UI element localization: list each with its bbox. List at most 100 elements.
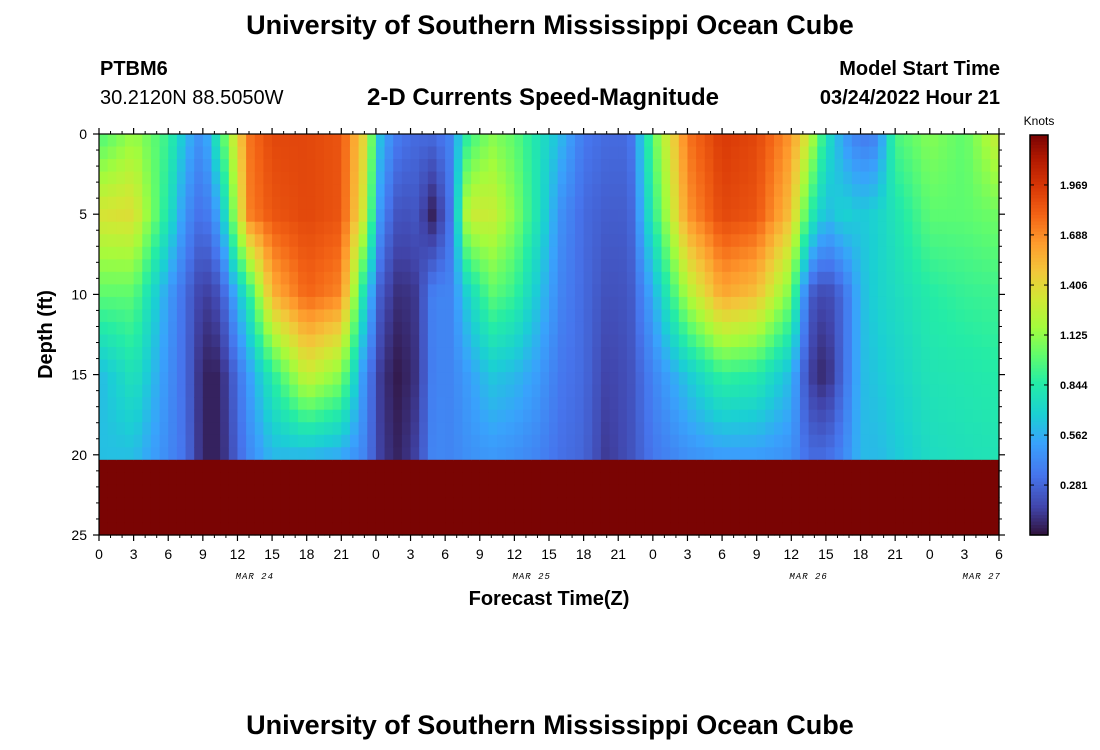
heatmap-cell (990, 509, 1000, 524)
heatmap-cell (332, 159, 342, 173)
heatmap-cell (549, 209, 559, 223)
heatmap-cell (869, 171, 879, 185)
heatmap-cell (678, 196, 689, 210)
heatmap-cell (860, 472, 870, 486)
heatmap-cell (921, 271, 931, 285)
heatmap-cell (358, 472, 368, 486)
heatmap-cell (670, 171, 680, 185)
heatmap-cell (921, 334, 931, 348)
heatmap-cell (142, 159, 152, 173)
heatmap-cell (384, 234, 394, 248)
heatmap-cell (791, 497, 801, 511)
heatmap-cell (903, 384, 914, 398)
colorbar-segment (1030, 235, 1048, 239)
heatmap-cell (834, 522, 844, 536)
heatmap-cell (877, 509, 888, 524)
heatmap-cell (298, 259, 308, 273)
heatmap-cell (220, 422, 230, 436)
heatmap-cell (592, 359, 602, 373)
heatmap-cell (765, 409, 775, 423)
heatmap-cell (644, 359, 654, 373)
heatmap-cell (419, 246, 429, 260)
chart-subtitle: 2-D Currents Speed-Magnitude (367, 84, 720, 111)
heatmap-cell (107, 359, 117, 373)
x-tick-label: 0 (372, 546, 380, 562)
heatmap-cell (808, 334, 818, 348)
heatmap-cell (272, 497, 282, 511)
heatmap-cell (358, 422, 368, 436)
heatmap-cell (644, 234, 654, 248)
heatmap-cell (523, 409, 533, 423)
heatmap-cell (185, 497, 195, 511)
heatmap-cell (825, 472, 836, 486)
heatmap-cell (929, 372, 940, 386)
heatmap-cell (523, 309, 533, 323)
heatmap-cell (263, 309, 273, 323)
heatmap-cell (574, 271, 585, 285)
heatmap-cell (722, 146, 732, 160)
heatmap-cell (825, 246, 836, 260)
heatmap-cell (384, 159, 394, 173)
heatmap-cell (748, 234, 758, 248)
heatmap-cell (202, 209, 213, 223)
heatmap-cell (730, 309, 740, 323)
heatmap-cell (531, 159, 541, 173)
heatmap-cell (410, 372, 420, 386)
heatmap-cell (324, 497, 334, 511)
heatmap-cell (903, 484, 914, 499)
heatmap-cell (306, 209, 316, 223)
heatmap-cell (410, 384, 420, 398)
heatmap-cell (540, 384, 550, 398)
heatmap-cell (254, 284, 265, 298)
heatmap-cell (289, 271, 299, 285)
heatmap-cell (401, 359, 412, 373)
heatmap-cell (479, 397, 490, 411)
heatmap-cell (549, 509, 559, 524)
heatmap-cell (860, 459, 870, 473)
heatmap-cell (808, 472, 818, 486)
heatmap-cell (194, 321, 204, 336)
heatmap-cell (574, 209, 585, 223)
heatmap-cell (479, 284, 490, 298)
heatmap-cell (713, 171, 723, 185)
heatmap-cell (185, 196, 195, 210)
heatmap-cell (626, 347, 637, 361)
heatmap-cell (670, 321, 680, 336)
heatmap-cell (635, 146, 645, 160)
heatmap-cell (990, 447, 1000, 461)
heatmap-cell (150, 397, 161, 411)
heatmap-cell (990, 372, 1000, 386)
heatmap-cell (574, 347, 585, 361)
heatmap-cell (765, 397, 775, 411)
heatmap-cell (765, 309, 775, 323)
heatmap-cell (436, 259, 446, 273)
heatmap-cell (730, 171, 740, 185)
heatmap-cell (384, 296, 394, 311)
heatmap-cell (557, 221, 567, 235)
heatmap-cell (211, 509, 221, 524)
heatmap-cell (531, 309, 541, 323)
heatmap-cell (488, 321, 498, 336)
heatmap-cell (921, 309, 931, 323)
heatmap-cell (471, 221, 481, 235)
heatmap-cell (315, 221, 325, 235)
heatmap-cell (393, 459, 403, 473)
heatmap-cell (808, 359, 818, 373)
heatmap-cell (324, 234, 334, 248)
heatmap-cell (877, 434, 888, 448)
heatmap-cell (211, 271, 221, 285)
heatmap-cell (185, 296, 195, 311)
heatmap-cell (921, 472, 931, 486)
heatmap-cell (713, 422, 723, 436)
heatmap-cell (583, 246, 593, 260)
heatmap-cell (514, 422, 524, 436)
heatmap-cell (903, 259, 914, 273)
heatmap-cell (315, 296, 325, 311)
heatmap-cell (116, 459, 126, 473)
heatmap-cell (445, 347, 455, 361)
heatmap-cell (341, 509, 351, 524)
heatmap-cell (332, 146, 342, 160)
heatmap-cell (540, 409, 550, 423)
heatmap-cell (730, 384, 740, 398)
heatmap-cell (341, 171, 351, 185)
